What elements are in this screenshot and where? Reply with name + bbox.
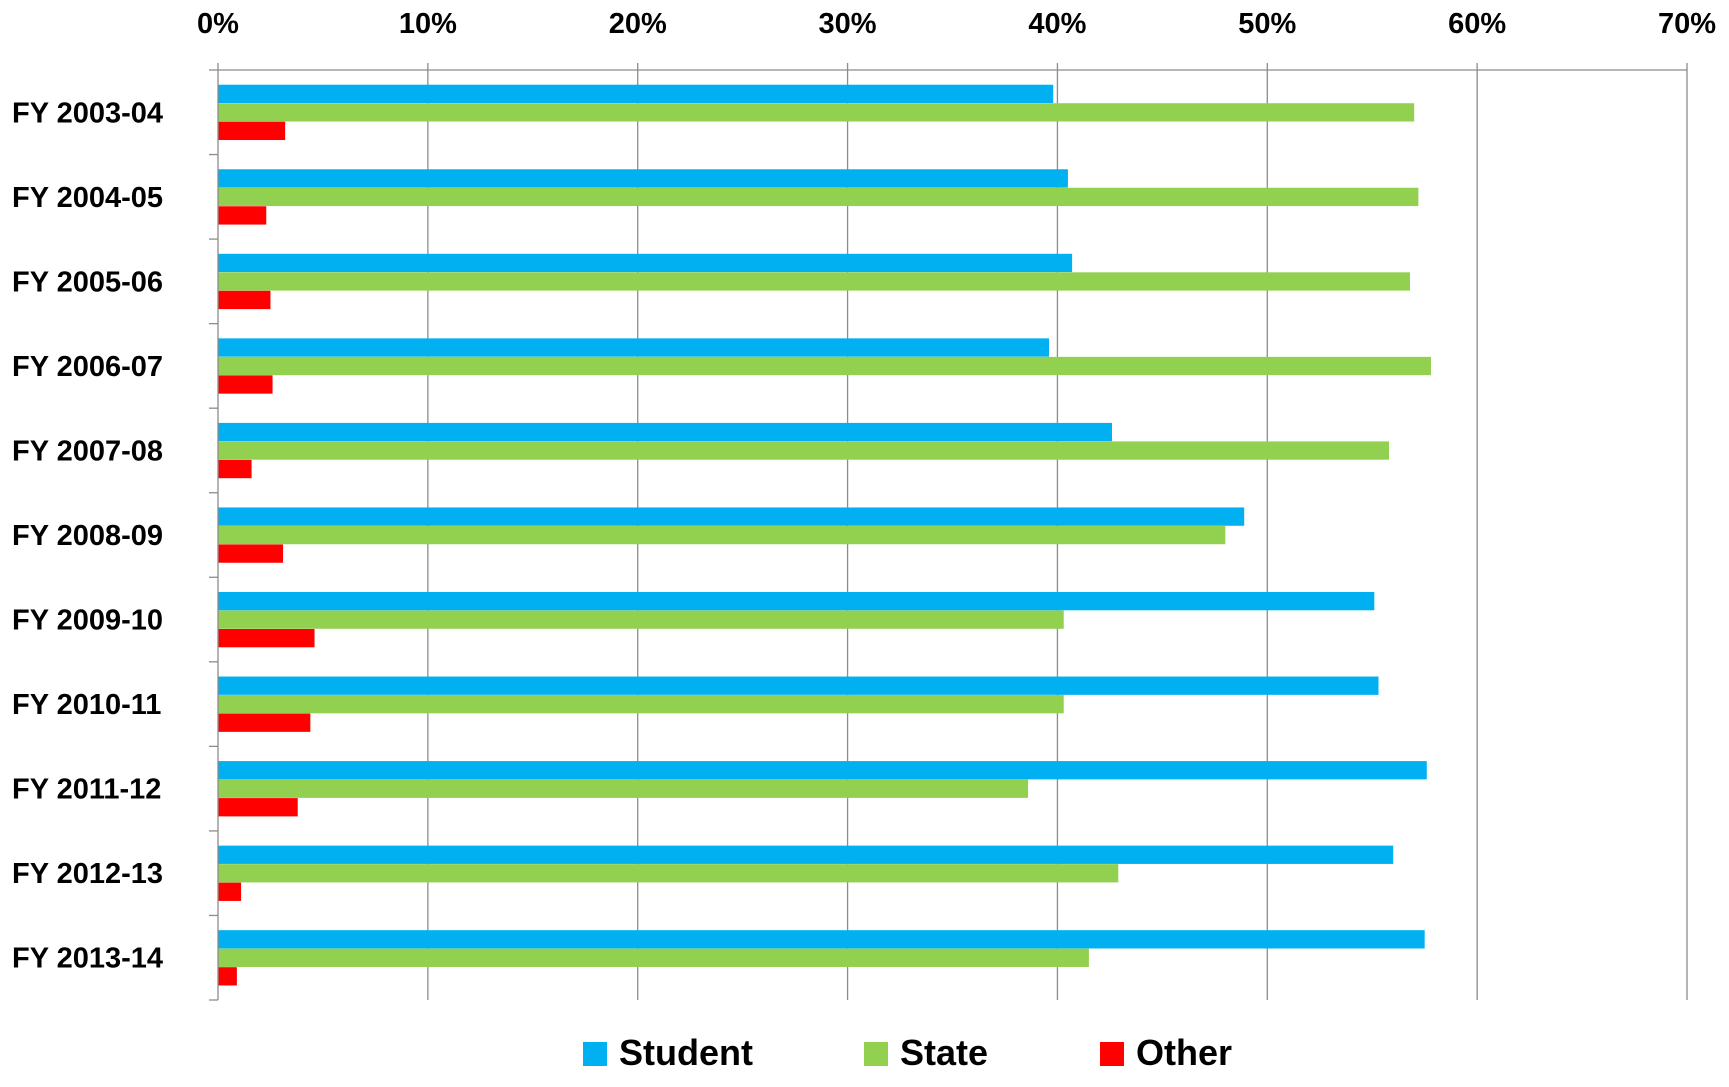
bar-other-10: [218, 967, 237, 986]
axes: [209, 63, 1688, 1001]
x-tick-label: 0%: [197, 8, 239, 40]
legend-swatch-student: [583, 1042, 607, 1066]
category-label: FY 2010-11: [12, 689, 161, 721]
bar-student-2: [218, 253, 1073, 273]
bar-state-10: [218, 948, 1089, 967]
bar-student-3: [218, 338, 1050, 357]
category-label: FY 2005-06: [12, 266, 163, 298]
x-tick-label: 40%: [1028, 8, 1086, 40]
legend-label-other: Other: [1136, 1032, 1232, 1073]
bar-state-7: [218, 695, 1064, 714]
category-label: FY 2013-14: [12, 943, 163, 975]
bar-student-4: [218, 422, 1112, 442]
bar-student-9: [218, 845, 1394, 864]
bar-state-6: [218, 610, 1064, 629]
legend-swatch-state: [864, 1042, 888, 1066]
legend-label-state: State: [900, 1032, 988, 1073]
bar-state-2: [218, 272, 1410, 291]
x-tick-label: 60%: [1448, 8, 1506, 40]
bar-other-6: [218, 628, 315, 648]
legend: Student State Other: [583, 1032, 1232, 1073]
bar-student-8: [218, 761, 1427, 780]
bar-state-1: [218, 187, 1419, 207]
bar-other-3: [218, 375, 273, 394]
bar-other-0: [218, 121, 286, 141]
bar-state-0: [218, 103, 1415, 122]
legend-swatch-other: [1100, 1042, 1124, 1066]
bar-other-4: [218, 459, 252, 479]
bar-student-1: [218, 169, 1068, 188]
bar-state-4: [218, 441, 1390, 460]
category-label: FY 2003-04: [12, 97, 163, 129]
bar-state-9: [218, 864, 1119, 883]
bar-student-6: [218, 591, 1375, 611]
bar-student-0: [218, 84, 1054, 104]
bar-state-3: [218, 356, 1431, 376]
x-tick-label: 10%: [399, 8, 457, 40]
bar-student-10: [218, 930, 1425, 949]
bar-student-5: [218, 507, 1245, 526]
bar-other-7: [218, 713, 311, 732]
bar-other-9: [218, 882, 242, 901]
bar-other-5: [218, 544, 284, 563]
x-tick-label: 50%: [1238, 8, 1296, 40]
category-label: FY 2006-07: [12, 351, 163, 383]
bar-other-8: [218, 798, 298, 817]
category-label: FY 2012-13: [12, 858, 163, 890]
x-tick-label: 30%: [819, 8, 877, 40]
category-label: FY 2011-12: [12, 774, 161, 806]
category-label: FY 2009-10: [12, 605, 163, 637]
x-tick-labels: 0% 10% 20% 30% 40% 50% 60% 70%: [197, 8, 1716, 40]
category-label: FY 2007-08: [12, 435, 163, 467]
bar-other-1: [218, 206, 267, 225]
x-tick-label: 20%: [609, 8, 667, 40]
category-label: FY 2008-09: [12, 520, 163, 552]
bar-other-2: [218, 290, 271, 310]
legend-label-student: Student: [619, 1032, 753, 1073]
bars: [218, 84, 1431, 986]
category-label: FY 2004-05: [12, 182, 163, 214]
x-tick-label: 70%: [1658, 8, 1716, 40]
bar-state-5: [218, 525, 1226, 545]
y-tick-labels: FY 2003-04 FY 2004-05 FY 2005-06 FY 2006-07…: [12, 97, 163, 974]
bar-student-7: [218, 676, 1379, 695]
bar-state-8: [218, 779, 1029, 798]
